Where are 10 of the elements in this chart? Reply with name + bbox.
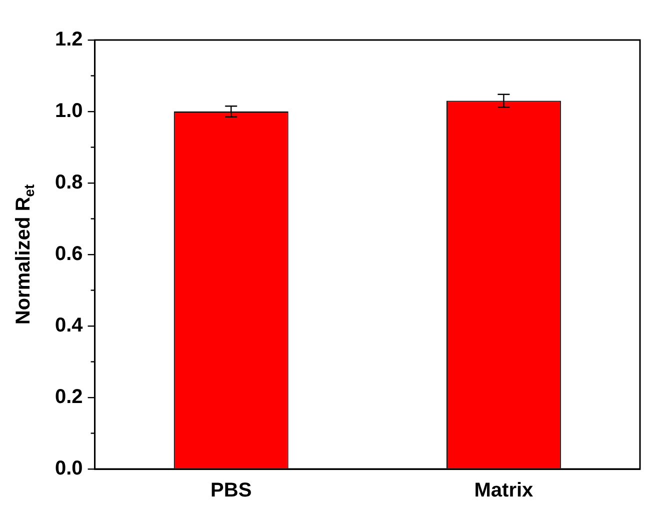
y-tick-label: 0.6 [54,243,83,266]
x-tick-label: PBS [210,480,252,502]
y-tick-label: 0.4 [54,314,84,337]
y-tick-label: 1.0 [54,100,83,122]
x-tick-label: Matrix [474,480,534,502]
y-tick-label: 0.2 [54,386,83,408]
y-tick-label: 0.0 [54,458,83,480]
y-tick-label: 0.8 [54,172,83,194]
y-tick-label: 1.2 [54,28,83,51]
y-axis-title: Normalized Ret [12,184,37,325]
